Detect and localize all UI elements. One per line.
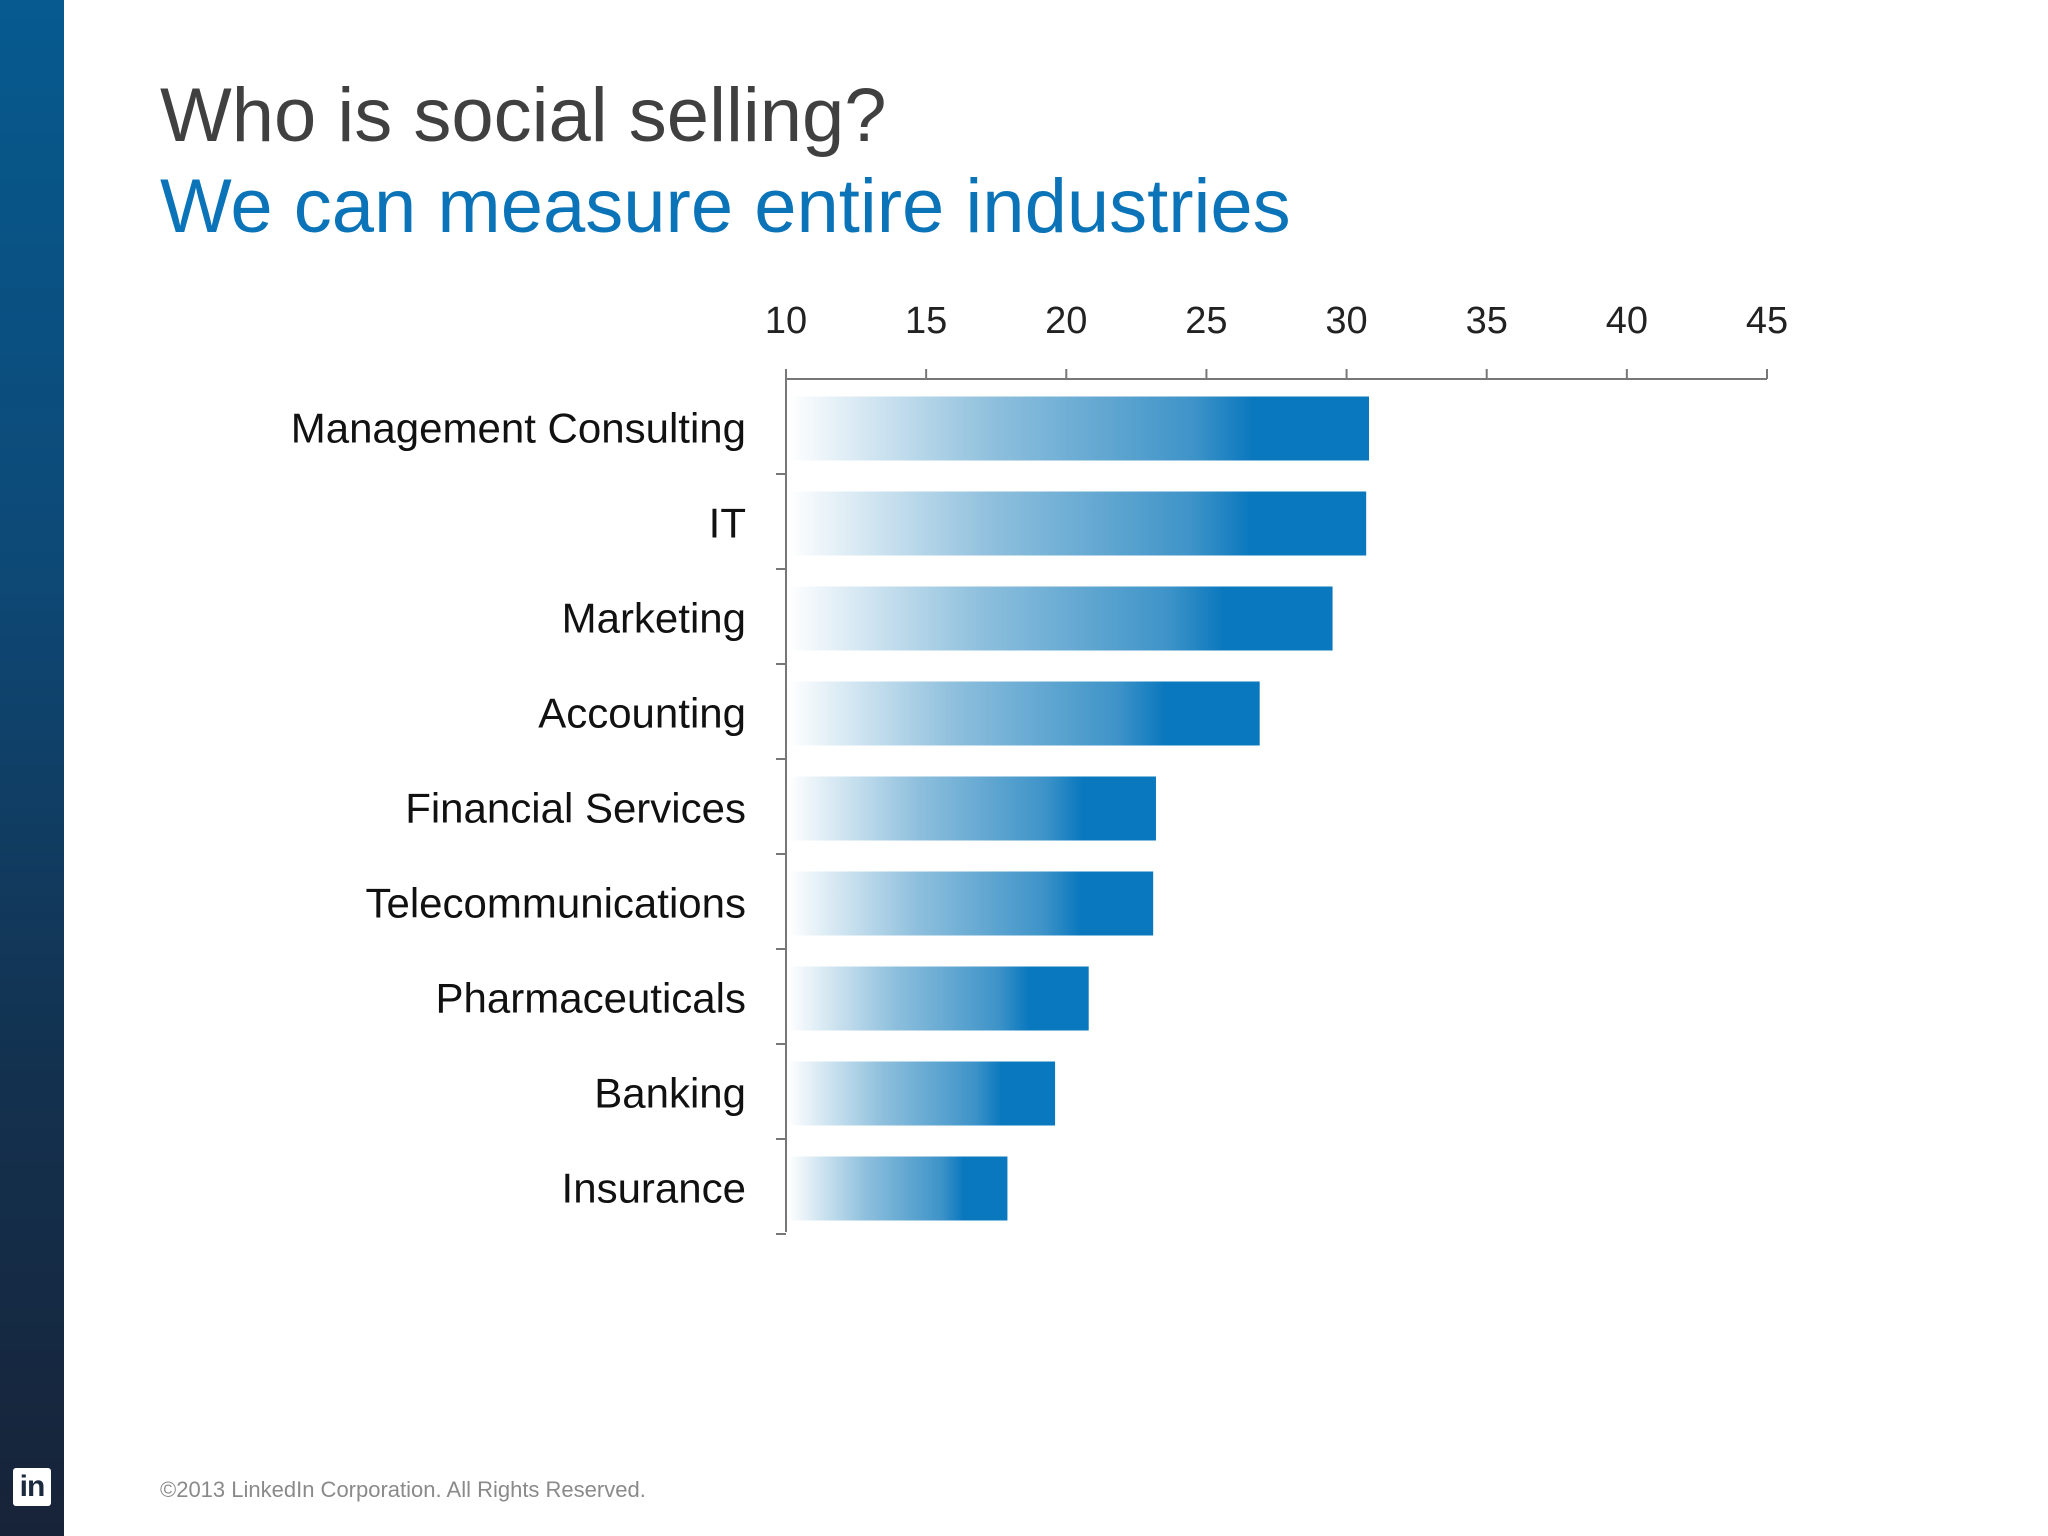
category-label-management-consulting: Management Consulting <box>291 405 746 452</box>
slide-title: Who is social selling? <box>160 73 887 158</box>
x-tick-label-40: 40 <box>1606 300 1648 342</box>
slide-subtitle: We can measure entire industries <box>160 164 1291 249</box>
bar-pharmaceuticals <box>788 966 1089 1031</box>
bar-management-consulting <box>788 396 1369 461</box>
category-label-financial-services: Financial Services <box>405 785 746 832</box>
bar-financial-services <box>788 776 1156 841</box>
category-label-telecommunications: Telecommunications <box>365 880 746 927</box>
copyright-footer: ©2013 LinkedIn Corporation. All Rights R… <box>160 1477 646 1502</box>
bar-accounting <box>788 681 1260 746</box>
category-label-accounting: Accounting <box>538 690 746 737</box>
category-label-banking: Banking <box>594 1070 746 1117</box>
side-brand-strip <box>0 0 64 1536</box>
bar-banking <box>788 1061 1056 1126</box>
category-label-marketing: Marketing <box>562 595 746 642</box>
bar-marketing <box>788 586 1333 651</box>
x-tick-label-35: 35 <box>1466 300 1508 342</box>
x-tick-label-10: 10 <box>765 300 807 342</box>
x-tick-label-30: 30 <box>1325 300 1367 342</box>
bar-insurance <box>788 1156 1008 1221</box>
category-label-pharmaceuticals: Pharmaceuticals <box>436 975 746 1022</box>
x-tick-label-25: 25 <box>1185 300 1227 342</box>
x-tick-label-15: 15 <box>905 300 947 342</box>
category-label-insurance: Insurance <box>562 1165 746 1212</box>
bar-telecommunications <box>788 871 1154 936</box>
linkedin-logo-icon: in <box>13 1468 51 1506</box>
bar-it <box>788 491 1367 556</box>
x-tick-label-20: 20 <box>1045 300 1087 342</box>
x-tick-label-45: 45 <box>1746 300 1788 342</box>
category-label-it: IT <box>709 500 746 547</box>
industry-bar-chart: 10 15 20 25 30 35 40 45 Management Consulting IT M… <box>291 300 1788 1235</box>
